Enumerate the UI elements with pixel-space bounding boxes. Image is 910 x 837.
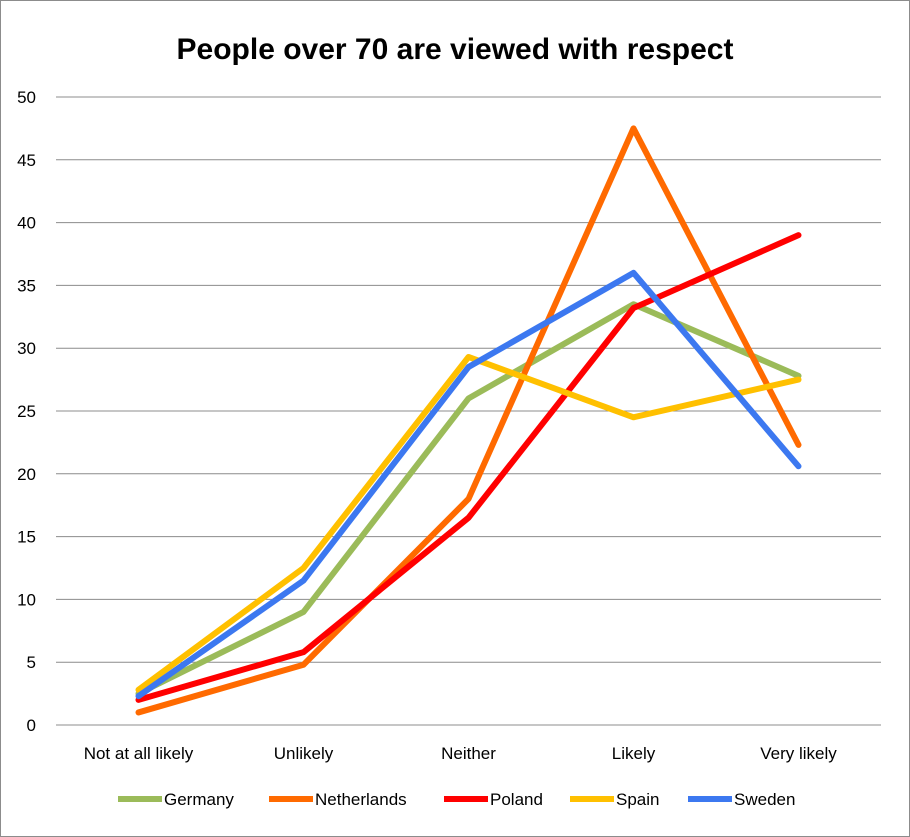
y-tick-label: 10	[17, 590, 36, 609]
y-tick-label: 45	[17, 151, 36, 170]
x-axis: Not at all likely Unlikely Neither Likely Ve…	[84, 744, 838, 763]
y-tick-label: 20	[17, 465, 36, 484]
y-tick-label: 0	[27, 716, 36, 735]
legend: Germany Netherlands Poland Spain Sweden	[118, 790, 795, 809]
series-layer	[135, 125, 802, 716]
legend-label: Germany	[164, 790, 234, 809]
x-tick-label: Very likely	[760, 744, 837, 763]
y-tick-label: 35	[17, 276, 36, 295]
y-axis: 0 5 10 15 20 25 30 35 40 45 50	[17, 88, 36, 735]
series-line-sweden	[135, 269, 802, 700]
series-line-germany	[135, 301, 802, 697]
legend-label: Sweden	[734, 790, 795, 809]
y-tick-label: 40	[17, 214, 36, 233]
grid-layer	[56, 96, 881, 726]
series-line-poland	[135, 232, 802, 703]
legend-label: Poland	[490, 790, 543, 809]
y-tick-label: 25	[17, 402, 36, 421]
y-tick-label: 5	[27, 653, 36, 672]
series-line-netherlands	[135, 125, 802, 716]
legend-label: Spain	[616, 790, 659, 809]
x-tick-label: Unlikely	[274, 744, 334, 763]
legend-label: Netherlands	[315, 790, 407, 809]
x-tick-label: Not at all likely	[84, 744, 194, 763]
series-line-spain	[135, 353, 802, 693]
x-tick-label: Neither	[441, 744, 496, 763]
y-tick-label: 30	[17, 339, 36, 358]
x-tick-label: Likely	[612, 744, 656, 763]
chart-title: People over 70 are viewed with respect	[177, 33, 734, 66]
y-tick-label: 50	[17, 88, 36, 107]
y-tick-label: 15	[17, 528, 36, 547]
